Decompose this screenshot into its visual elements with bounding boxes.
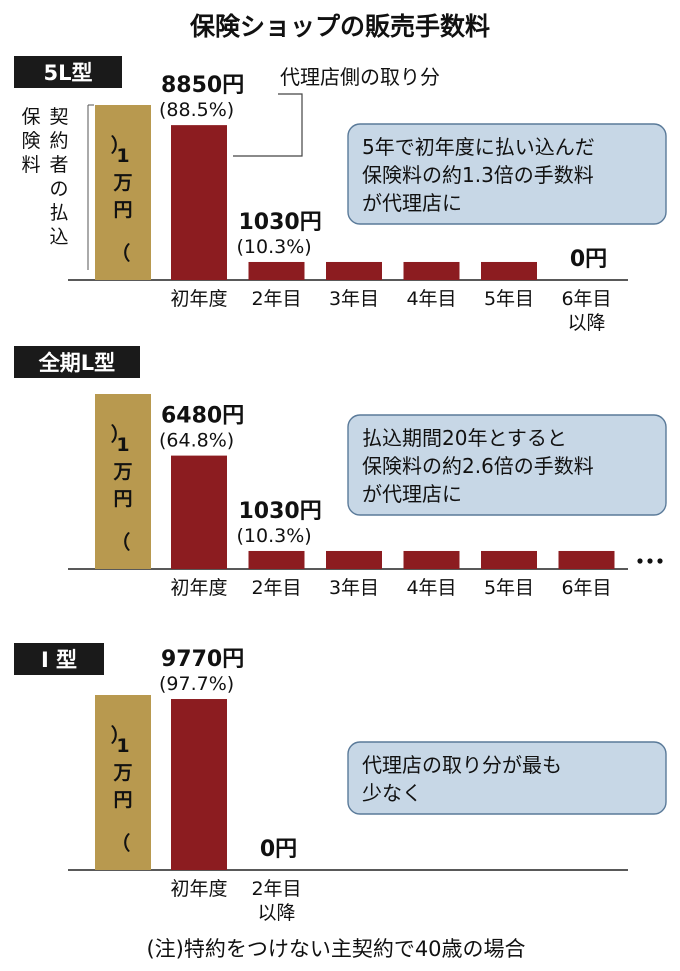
annotation-leader: [233, 93, 303, 157]
callout-line-1-1: 保険料の約2.6倍の手数料: [362, 454, 594, 478]
commission-bar-1-3: [403, 550, 460, 569]
commission-bar-0-3: [403, 261, 460, 280]
commission-bar-1-4: [481, 550, 537, 569]
premium-bar-2: [95, 695, 151, 870]
data-label-2-1: 0円: [260, 837, 297, 862]
section-tag-1: [14, 346, 140, 378]
data-label-0-5: 0円: [570, 247, 607, 272]
premium-label-col1: 契約者の払込: [49, 106, 68, 248]
tick-label-0-3: 4年目: [406, 288, 456, 310]
data-pct-1-1: (10.3%): [237, 525, 312, 547]
section-tag-2: [14, 643, 104, 675]
tick-label-1-3: 4年目: [406, 577, 456, 599]
premium-bar-0: [95, 105, 151, 280]
tick-label-0-5: 6年目: [561, 288, 611, 310]
data-pct-0-1: (10.3%): [237, 236, 312, 258]
commission-bar-0-4: [481, 261, 537, 280]
callout-line-2-1: 少なく: [362, 781, 422, 805]
commission-bar-1-1: [248, 550, 305, 569]
tick-label-1-5: 6年目: [561, 577, 611, 599]
section-tag-0: [14, 56, 122, 88]
continuation-dot-0: [637, 558, 643, 564]
data-label-2-0: 9770円: [161, 647, 244, 672]
tick-label-2-0: 初年度: [170, 878, 227, 900]
commission-bar-0-1: [248, 261, 305, 280]
commission-bar-1-2: [326, 550, 382, 569]
chart-title: 保険ショップの販売手数料: [189, 12, 490, 41]
callout-box-2: [347, 741, 667, 815]
callout-line-0-1: 保険料の約1.3倍の手数料: [362, 163, 594, 187]
data-label-0-1: 1030円: [239, 210, 322, 235]
tick-label-1-4: 5年目: [484, 577, 534, 599]
premium-label-col2: 保険料: [21, 106, 40, 176]
tick-label-0-1: 2年目: [251, 288, 301, 310]
data-label-1-1: 1030円: [239, 499, 322, 524]
callout-line-1-2: が代理店に: [362, 482, 462, 506]
callout-line-0-2: が代理店に: [362, 191, 462, 215]
premium-bar-label-1: ︵ 1 万円︶: [108, 424, 132, 551]
section-tag-label-1: 全期L型: [38, 351, 115, 375]
tick-label-0-4: 5年目: [484, 288, 534, 310]
tick-label-1-2: 3年目: [329, 577, 379, 599]
footnote: (注)特約をつけない主契約で40歳の場合: [146, 937, 525, 961]
annotation-label: 代理店側の取り分: [280, 65, 440, 89]
callout-line-0-0: 5年で初年度に払い込んだ: [362, 135, 595, 159]
data-pct-1-0: (64.8%): [159, 430, 234, 452]
data-pct-0-0: (88.5%): [159, 99, 234, 121]
commission-bar-0-2: [326, 261, 382, 280]
continuation-dot-1: [647, 558, 653, 564]
tick-label-1-1: 2年目: [251, 577, 301, 599]
tick-label-2-1: 2年目: [251, 878, 301, 900]
premium-bar-1: [95, 394, 151, 569]
commission-bar-2-0: [171, 699, 227, 870]
premium-bar-label-0: ︵ 1 万円︶: [108, 135, 132, 262]
tick-label-1-0: 初年度: [170, 577, 227, 599]
section-tag-label-2: I 型: [41, 648, 77, 672]
tick-label-0-0: 初年度: [170, 288, 227, 310]
section-tag-label-0: 5L型: [44, 61, 93, 85]
callout-box-0: [347, 123, 667, 225]
callout-line-1-0: 払込期間20年とすると: [362, 426, 567, 450]
commission-bar-1-0: [171, 455, 227, 569]
tick-label-0-5-b: 以降: [567, 312, 605, 334]
callout-box-1: [347, 414, 667, 516]
commission-bar-0-0: [171, 125, 227, 280]
continuation-dot-2: [657, 558, 663, 564]
tick-label-0-2: 3年目: [329, 288, 379, 310]
tick-label-2-1-b: 以降: [257, 902, 295, 924]
data-label-1-0: 6480円: [161, 404, 244, 429]
commission-bar-1-5: [558, 550, 615, 569]
callout-line-2-0: 代理店の取り分が最も: [362, 753, 562, 777]
premium-bar-label-2: ︵ 1 万円︶: [108, 725, 132, 852]
data-label-0-0: 8850円: [161, 73, 244, 98]
data-pct-2-0: (97.7%): [159, 673, 234, 695]
